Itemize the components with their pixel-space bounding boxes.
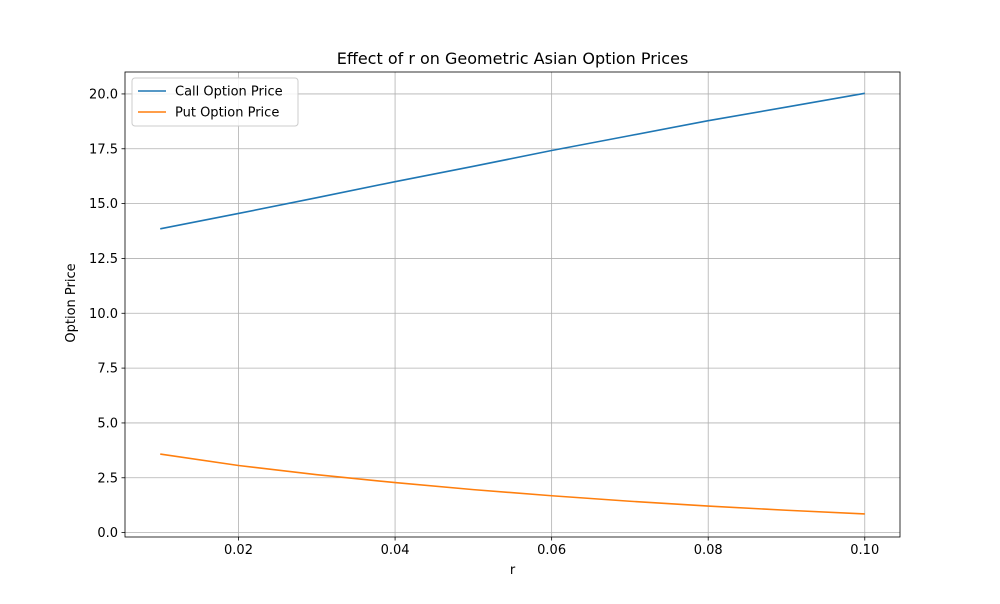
legend: Call Option Price Put Option Price (131, 77, 299, 127)
y-tick-label: 20.0 (89, 87, 118, 102)
y-axis-label: Option Price (64, 263, 79, 342)
x-axis-ticks: 0.02 0.04 0.06 0.08 0.10 (224, 537, 879, 558)
y-tick-label: 2.5 (97, 471, 118, 486)
plot-area-frame (124, 71, 901, 538)
x-tick-label: 0.02 (224, 543, 253, 558)
chart-title: Effect of r on Geometric Asian Option Pr… (337, 49, 689, 68)
y-tick-label: 5.0 (97, 416, 118, 431)
put-option-price-line (160, 453, 865, 515)
y-axis-ticks: 0.0 2.5 5.0 7.5 10.0 12.5 15.0 17.5 20.0 (89, 87, 125, 541)
x-tick-label: 0.10 (850, 543, 879, 558)
x-tick-label: 0.04 (381, 543, 410, 558)
y-tick-label: 12.5 (89, 252, 118, 267)
y-tick-label: 15.0 (89, 197, 118, 212)
x-tick-label: 0.06 (537, 543, 566, 558)
x-tick-label: 0.08 (694, 543, 723, 558)
grid (125, 72, 900, 537)
put-option-price-legend-label: Put Option Price (175, 106, 279, 121)
y-tick-label: 10.0 (89, 307, 118, 322)
call-option-price-line (160, 92, 865, 230)
y-tick-label: 0.0 (97, 526, 118, 541)
y-tick-label: 7.5 (97, 362, 118, 377)
call-option-price-legend-label: Call Option Price (175, 85, 283, 100)
series-lines (160, 92, 865, 515)
legend-box (131, 77, 299, 127)
y-tick-label: 17.5 (89, 142, 118, 157)
x-axis-label: r (510, 563, 516, 578)
